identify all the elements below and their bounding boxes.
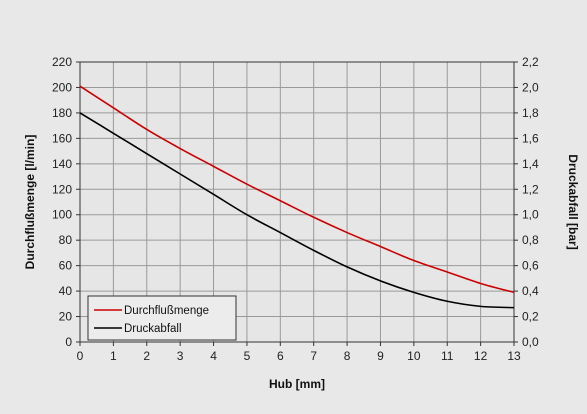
y2-tick-label: 1,8 [522,106,539,120]
x-tick-label: 9 [377,349,384,363]
x-tick-label: 7 [310,349,317,363]
y-tick-label: 120 [52,182,72,196]
y-tick-label: 60 [59,259,73,273]
legend-label-druckabfall: Druckabfall [124,323,182,335]
y-tick-label: 20 [59,310,73,324]
y2-tick-label: 0,0 [522,335,539,349]
series-line-druckabfall [79,112,515,309]
y-tick-label: 0 [65,335,72,349]
x-tick-label: 0 [77,349,84,363]
y2-tick-label: 1,0 [522,208,539,222]
y2-tick-label: 0,4 [522,284,539,298]
x-tick-label: 10 [407,349,421,363]
y2-axis-title: Druckabfall [bar] [566,154,580,249]
y2-tick-label: 0,6 [522,259,539,273]
y2-tick-label: 0,2 [522,310,539,324]
legend: Durchflußmenge Druckabfall [87,295,237,341]
x-tick-label: 5 [244,349,251,363]
y-tick-label: 220 [52,55,72,69]
x-tick-label: 6 [277,349,284,363]
series-line-durchflussmenge [79,85,515,294]
x-tick-label: 11 [441,349,454,363]
y2-tick-label: 2,2 [522,55,539,69]
x-tick-label: 2 [143,349,150,363]
x-tick-label: 13 [507,349,521,363]
y-tick-label: 40 [59,284,73,298]
legend-box [87,295,237,341]
y2-tick-label: 1,6 [522,131,539,145]
plot-area [80,62,514,342]
x-tick-label: 12 [474,349,488,363]
series-lines [79,85,515,309]
x-tick-label: 8 [344,349,351,363]
axes: 0 1 2 3 4 5 6 7 8 9 10 11 12 130204060801001201401601… [52,55,539,363]
y2-tick-label: 2,0 [522,80,539,94]
plot-frame [79,61,515,343]
y-tick-label: 140 [52,157,72,171]
x-tick-label: 4 [210,349,217,363]
y-tick-label: 100 [52,208,72,222]
x-tick-label: 1 [110,349,117,363]
y2-tick-label: 1,4 [522,157,539,171]
y-axis-title: Durchflußmenge [l/min] [23,135,37,270]
y-tick-label: 180 [52,106,72,120]
y-tick-label: 160 [52,131,72,145]
legend-label-durchflussmenge: Durchflußmenge [124,305,209,317]
x-tick-label: 3 [177,349,184,363]
y-tick-label: 200 [52,80,72,94]
y-tick-label: 80 [59,233,73,247]
y2-tick-label: 1,2 [522,182,539,196]
y2-tick-label: 0,8 [522,233,539,247]
x-axis-title: Hub [mm] [269,377,325,391]
